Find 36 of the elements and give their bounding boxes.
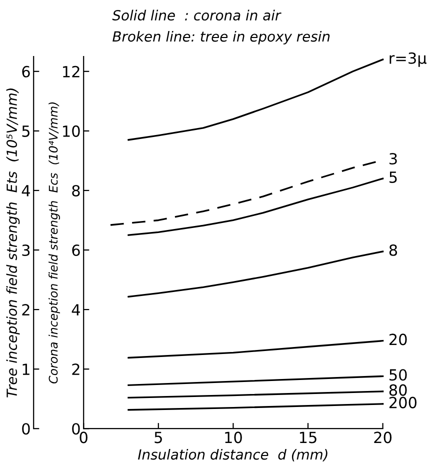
x-tick-label: 20 [374, 432, 392, 444]
y2-tick-label: 2 [22, 304, 30, 316]
y-tick-label: 6 [72, 244, 80, 256]
y-tick-label: 2 [72, 364, 80, 375]
line-series [128, 340, 384, 359]
line-series [128, 58, 384, 141]
series-label: 50 [390, 369, 407, 381]
series-label: 3 [390, 152, 397, 165]
y2-tick-label: 1 [22, 364, 30, 375]
series-label: 200 [389, 396, 416, 408]
y-tick-label: 8 [72, 184, 80, 196]
series-label: 80 [389, 384, 407, 396]
x-tick-label: 10 [225, 432, 242, 444]
text: Solid line : corona in air [112, 10, 282, 21]
x-tick-label: 0 [80, 432, 88, 444]
x-axis-title: Insulation distance d (mm) [138, 448, 328, 462]
x-tick-label: 5 [154, 432, 162, 444]
y2-tick-label: 0 [22, 423, 30, 435]
y2-tick-label: 5 [22, 126, 30, 137]
series-label: r=3μ [390, 52, 427, 67]
y2-tick-label: 3 [22, 244, 30, 256]
series-label: 8 [389, 244, 398, 256]
series-label: 20 [389, 334, 407, 346]
y-tick-label: 10 [63, 125, 80, 137]
y-tick-label: 12 [63, 66, 80, 78]
y-tick-label: 4 [72, 304, 80, 316]
line-series [128, 250, 384, 298]
y2-tick-label: 6 [22, 66, 30, 78]
y-axis-title: Corona inception field strength Ecs (10⁴V/mm) [48, 102, 60, 384]
x-tick-label: 15 [300, 432, 316, 444]
y2-tick-label: 4 [22, 185, 30, 196]
series-label: 5 [390, 172, 397, 183]
line-series [128, 178, 384, 236]
y2-axis-title: Tree inception field strength Ets (10⁵V/mm) [6, 88, 20, 398]
text: Broken line: tree in epoxy resin [112, 30, 330, 44]
y-tick-label: 0 [72, 423, 80, 435]
